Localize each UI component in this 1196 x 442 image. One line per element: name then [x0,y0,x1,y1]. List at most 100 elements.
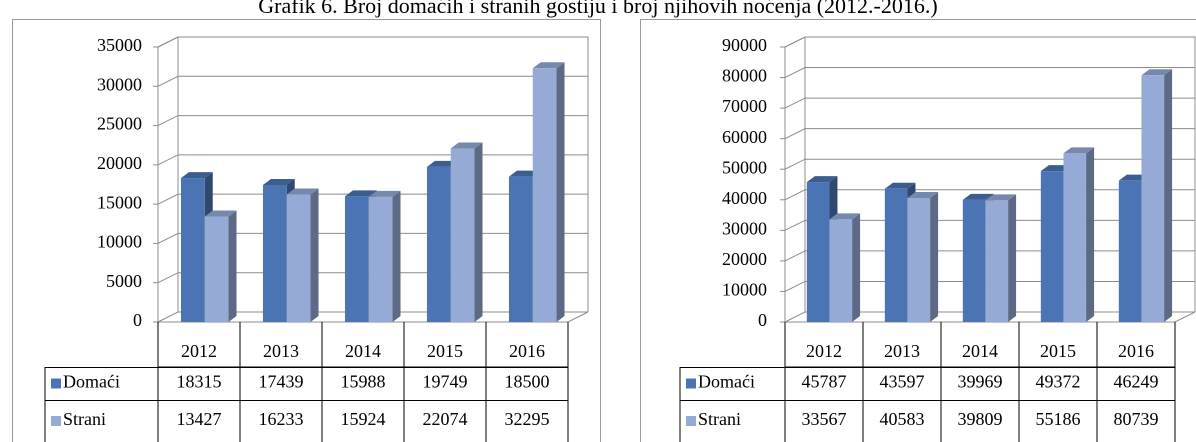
x-tick-label: 2014 [345,341,381,361]
y-tick-label: 5000 [106,271,142,291]
grid-line [784,67,1195,79]
table-value: 18315 [177,372,222,392]
bar-side [1164,69,1173,322]
table-value: 22074 [423,409,468,429]
x-tick-label: 2016 [509,341,545,361]
bar-side [930,191,939,322]
x-tick-label: 2014 [962,341,998,361]
x-tick-label: 2015 [1040,341,1076,361]
bar-top [450,142,483,149]
grid-line [784,128,1195,140]
legend-swatch [51,416,61,426]
grid-line [157,115,588,127]
x-tick-label: 2016 [1118,341,1154,361]
y-tick-label: 50000 [722,157,767,177]
legend-label: Strani [63,409,106,429]
bar [829,219,853,322]
table-value: 15988 [341,372,386,392]
bar [907,197,931,322]
y-tick-label: 90000 [722,35,767,55]
bar-side [474,142,483,322]
bar-side [1008,194,1017,322]
y-tick-label: 20000 [722,249,767,269]
y-tick-label: 10000 [722,280,767,300]
bar [985,200,1009,322]
bar [450,148,475,322]
bar [262,184,287,322]
grid-line [157,75,588,87]
table-value: 18500 [505,372,550,392]
bar [1063,153,1087,322]
grid-line [784,158,1195,170]
bar-side [228,210,237,322]
y-tick-label: 70000 [722,96,767,116]
bar-top [180,172,213,179]
bar [368,196,393,322]
chart-frame [640,19,1196,442]
y-tick-label: 25000 [97,114,142,134]
table-value: 33567 [802,409,847,429]
x-tick-label: 2015 [427,341,463,361]
bar-top [985,194,1017,201]
bar [180,178,205,322]
legend-swatch [686,378,696,389]
bar [884,188,908,322]
table-value: 32295 [505,409,550,429]
bar [1118,180,1142,322]
bar-top [1141,69,1173,76]
x-tick-label: 2013 [884,341,920,361]
legend-label: Strani [698,409,741,429]
y-tick-label: 0 [758,310,767,330]
x-tick-label: 2012 [181,341,217,361]
bar-top [806,176,838,183]
y-tick-label: 60000 [722,127,767,147]
table-value: 49372 [1036,372,1081,392]
page-title: Grafik 6. Broj domaćih i stranih gostiju… [258,0,937,18]
table-value: 16233 [259,409,304,429]
bar-top [962,193,994,200]
bar-top [286,188,319,195]
grid-line [157,36,588,48]
y-tick-label: 20000 [97,153,142,173]
bar [426,166,451,322]
table-value: 46249 [1114,372,1159,392]
bar [962,199,986,322]
bar [532,68,557,322]
bar-top [907,191,939,198]
bar [286,194,311,322]
legend-label: Domaći [63,372,120,392]
table-value: 15924 [341,409,386,429]
bar [204,216,229,322]
y-tick-label: 40000 [722,188,767,208]
bar [806,182,830,322]
grid-line [784,36,1195,48]
bar-top [344,190,377,197]
y-tick-label: 30000 [722,218,767,238]
y-tick-label: 15000 [97,192,142,212]
grid-line [784,97,1195,109]
bar [1040,171,1064,322]
bar-top [1063,147,1095,154]
bar-top [368,190,401,197]
table-value: 55186 [1036,409,1081,429]
legend-swatch [686,416,696,426]
bar-top [884,182,916,189]
table-value: 43597 [880,372,925,392]
table-value: 13427 [177,409,222,429]
y-tick-label: 0 [133,310,142,330]
x-tick-label: 2012 [806,341,842,361]
table-value: 39809 [958,409,1003,429]
bar-side [310,188,319,322]
bar [1141,75,1165,322]
bar-side [1086,147,1095,322]
y-tick-label: 30000 [97,74,142,94]
x-tick-label: 2013 [263,341,299,361]
bar-top [262,178,295,185]
chart-frame [12,19,601,442]
bar-side [852,213,861,322]
bar-side [392,190,401,322]
legend-swatch [51,378,61,389]
grid-line [157,154,588,166]
table-value: 17439 [259,372,304,392]
